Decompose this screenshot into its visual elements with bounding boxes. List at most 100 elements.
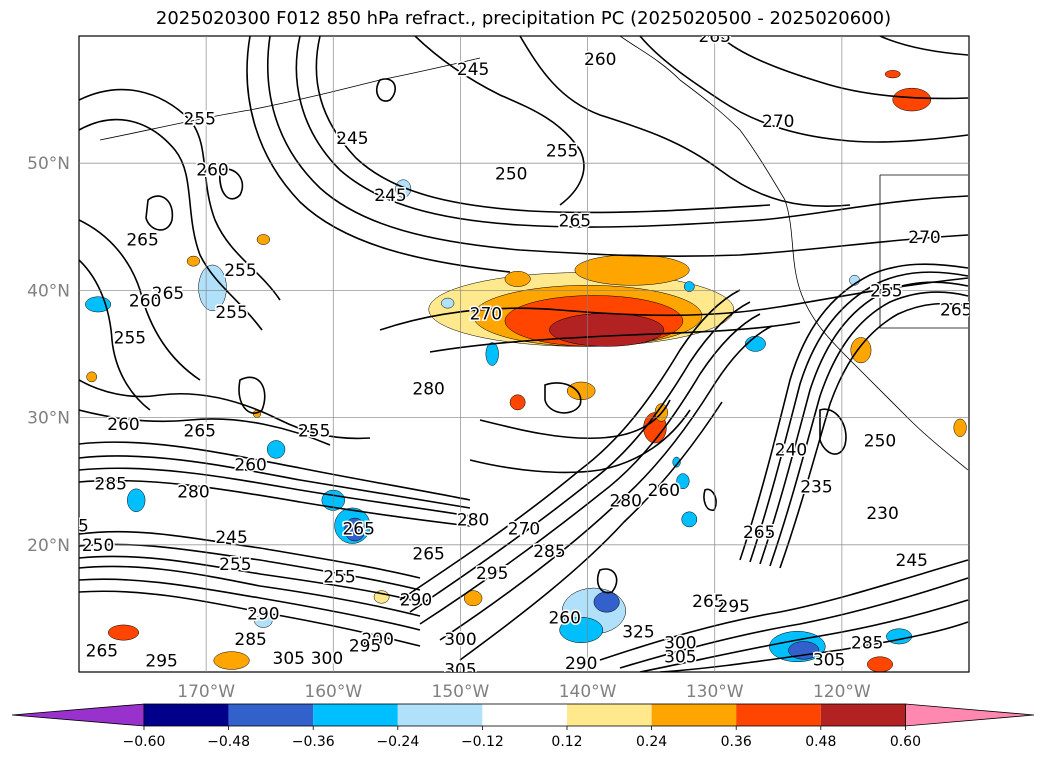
contour-line — [739, 263, 969, 561]
precip-patch — [574, 254, 690, 286]
contour-label: 255 — [870, 281, 902, 301]
precip-patch — [186, 255, 201, 267]
precip-patch — [441, 297, 455, 309]
contour-label: 255 — [546, 141, 578, 161]
precip-patch — [86, 371, 98, 383]
contour-label: 255 — [219, 555, 251, 575]
contour-line — [419, 313, 761, 625]
colorbar-tick-label: −0.60 — [123, 734, 166, 750]
contour-labels: 2452452452552602652652602552552552502552… — [79, 36, 972, 672]
coastline — [99, 57, 481, 141]
lat-tick-label: 40°N — [27, 281, 70, 301]
lon-tick-label: 130°W — [686, 682, 744, 702]
precip-patch — [485, 342, 499, 366]
contour-label: 265 — [86, 641, 118, 661]
colorbar-segment — [567, 704, 652, 726]
contour-label: 270 — [762, 112, 794, 132]
contour-label: 295 — [145, 652, 177, 672]
contour-label: 260 — [648, 481, 680, 501]
contour-line — [544, 382, 582, 414]
contour-label: 285 — [533, 542, 565, 562]
contour-label: 325 — [622, 622, 654, 642]
colorbar-tick-label: 0.12 — [551, 734, 582, 750]
contour-line — [459, 401, 723, 661]
precip-patch — [681, 511, 698, 528]
contour-line — [79, 467, 471, 517]
colorbar-tick-label: −0.36 — [292, 734, 335, 750]
colorbar-tick-label: −0.24 — [376, 734, 419, 750]
colorbar-segment — [820, 704, 906, 726]
contour-line — [639, 36, 969, 143]
contour-line — [267, 36, 969, 257]
contour-label: 260 — [129, 292, 161, 312]
contour-line — [145, 195, 174, 231]
contour-line — [79, 555, 421, 603]
colorbar-segment — [397, 704, 483, 726]
contour-label: 280 — [412, 379, 444, 399]
contour-label: 235 — [800, 477, 832, 497]
precip-patch — [559, 617, 604, 643]
contour-line — [79, 409, 331, 446]
contour-line — [409, 301, 751, 613]
contour-line — [414, 36, 585, 206]
contour-label: 265 — [126, 231, 158, 251]
colorbar-frame — [143, 703, 906, 727]
precipitation-field — [85, 70, 967, 672]
contour-label: 265 — [940, 300, 972, 320]
contour-label: 265 — [412, 545, 444, 565]
contour-label: 295 — [349, 636, 381, 656]
contour-label: 270 — [470, 304, 502, 324]
precip-patch — [566, 381, 596, 401]
colorbar-segment — [482, 704, 567, 726]
contour-line — [439, 325, 773, 641]
contour-label: 290 — [362, 630, 394, 650]
coastlines — [99, 36, 969, 471]
precip-patch — [892, 87, 932, 112]
contour-label: 270 — [908, 228, 940, 248]
contour-label: 250 — [82, 536, 114, 556]
contour-label: 260 — [548, 608, 580, 628]
contour-label: 285 — [851, 634, 883, 654]
contour-label: 230 — [866, 504, 898, 524]
refractivity-contours — [79, 36, 969, 672]
contour-label: 265 — [692, 592, 724, 612]
contour-label: 300 — [664, 634, 696, 654]
contour-line — [246, 36, 511, 273]
colorbar-segment — [144, 704, 229, 726]
contour-label: 255 — [114, 328, 146, 348]
contour-line — [79, 578, 421, 631]
contour-line — [315, 36, 771, 214]
contour-label: 305 — [813, 650, 845, 670]
contour-line — [379, 277, 969, 331]
precip-patch — [256, 234, 270, 245]
contour-line — [219, 168, 244, 200]
contour-label: 260 — [196, 161, 228, 181]
contour-label: 265 — [184, 421, 216, 441]
lon-tick-label: 120°W — [813, 682, 871, 702]
precip-patch — [254, 614, 273, 628]
colorbar-segment — [313, 704, 398, 726]
contour-label: 240 — [775, 440, 807, 460]
precip-patch — [213, 651, 250, 670]
colorbar-segment — [736, 704, 821, 726]
contour-label: 255 — [215, 303, 247, 323]
contour-label: 260 — [107, 415, 139, 435]
contour-line — [469, 409, 691, 474]
precip-patch — [788, 641, 820, 660]
contour-label: 255 — [323, 568, 355, 588]
lat-lon-grid — [79, 36, 969, 672]
contour-label: 245 — [374, 186, 406, 206]
contour-label: 305 — [664, 648, 696, 668]
contour-label: 260 — [234, 456, 266, 476]
precip-patch — [395, 179, 412, 198]
lon-tick-label: 170°W — [177, 682, 235, 702]
precip-patch — [744, 335, 766, 352]
contour-label: 290 — [400, 590, 432, 610]
lon-tick-label: 140°W — [559, 682, 617, 702]
contour-line — [295, 36, 969, 228]
precip-patch — [850, 337, 872, 364]
precip-patch — [463, 590, 483, 607]
contour-line — [519, 36, 851, 208]
contour-line — [479, 399, 671, 440]
precip-patch — [884, 70, 901, 79]
